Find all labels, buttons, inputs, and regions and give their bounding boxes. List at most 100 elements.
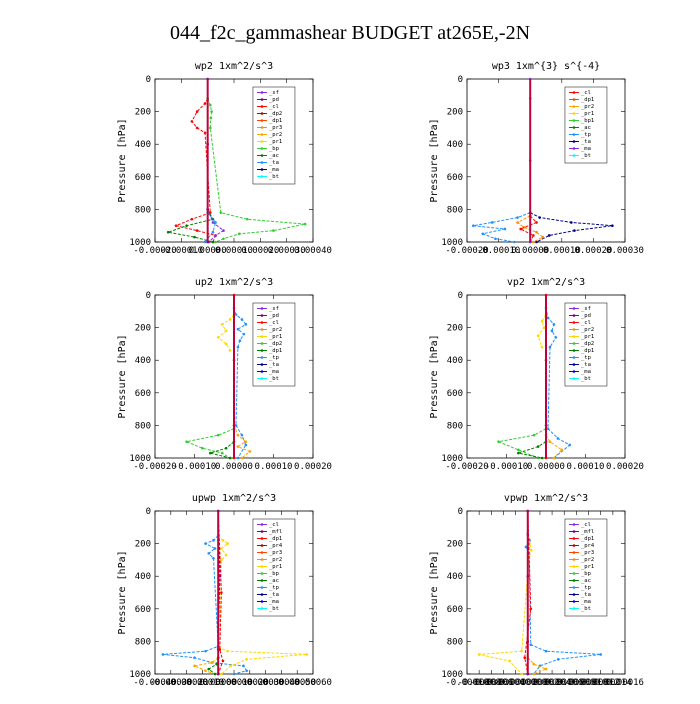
data-point [536, 334, 540, 338]
legend-label: _pr1 [581, 564, 594, 570]
legend-label: _pr4 [581, 543, 595, 549]
x-tick-label: -0.00020 [133, 246, 176, 256]
data-point [203, 102, 207, 105]
data-point [240, 433, 244, 437]
series-line [545, 434, 563, 459]
data-point [481, 232, 485, 236]
data-point [195, 229, 199, 232]
legend-label: _mfl [581, 529, 594, 535]
legend-marker [572, 328, 576, 331]
panel-title: vp2 1xm^2/s^3 [507, 277, 585, 288]
x-tick-label: -0.00010 [477, 246, 520, 256]
data-point [532, 240, 535, 244]
data-point [238, 339, 242, 342]
data-point [226, 542, 229, 545]
y-tick-label: 0 [458, 507, 463, 517]
data-point [245, 669, 248, 673]
x-tick-label: 0.00040 [294, 246, 332, 256]
legend-label: _dp1 [269, 536, 282, 542]
data-point [535, 240, 538, 244]
panel-title: upwp 1xm^2/s^3 [192, 493, 276, 504]
data-point [490, 221, 494, 224]
x-tick-label: 0.00016 [606, 678, 644, 688]
y-tick-label: 400 [135, 140, 151, 150]
data-point [214, 240, 217, 244]
legend-label: _dp2 [581, 341, 594, 347]
data-point [503, 227, 507, 231]
panel-5: vpwp 1xm^2/s^3 0 200 400 600 800 1000-0.00010-… [429, 493, 644, 688]
data-point [207, 667, 211, 671]
data-point [244, 440, 248, 444]
data-point [540, 456, 544, 460]
legend-label: _dp1 [269, 348, 282, 354]
data-point [234, 424, 238, 427]
data-point [237, 232, 241, 236]
legend-label: _ma [581, 369, 591, 375]
legend-marker [260, 349, 264, 352]
legend-marker [260, 342, 264, 345]
legend-label: _mfl [269, 529, 282, 535]
data-point [229, 664, 233, 668]
y-tick-label: 200 [135, 540, 151, 550]
data-point [520, 649, 523, 653]
panel-title: wp3 1xm^{3} s^{-4} [492, 61, 600, 72]
data-point [552, 456, 556, 460]
legend-label: _sf [581, 306, 591, 312]
legend-label: _bt [581, 606, 591, 612]
legend-marker [260, 551, 264, 554]
data-point [530, 548, 533, 552]
data-point [216, 336, 220, 339]
legend-label: _ac [269, 153, 279, 159]
data-point [538, 216, 541, 219]
legend-label: _dp2 [269, 111, 282, 117]
series-line [204, 212, 217, 243]
data-point [523, 656, 527, 659]
series-line [217, 510, 224, 675]
series-line [545, 307, 571, 459]
data-point [224, 329, 228, 333]
x-tick-label: -0.00008 [457, 678, 500, 688]
data-point [532, 662, 536, 666]
legend-marker [572, 565, 576, 568]
data-point [544, 649, 548, 653]
legend-marker [572, 572, 576, 575]
data-point [209, 126, 212, 130]
legend-label: _pr3 [581, 550, 594, 556]
data-point [222, 237, 225, 241]
data-point [554, 336, 558, 339]
legend-marker [260, 168, 264, 171]
data-point [234, 313, 238, 316]
legend-marker [260, 307, 264, 310]
y-axis-label: Pressure [hPa] [117, 550, 128, 634]
legend-label: _bp [269, 146, 279, 152]
legend-marker [572, 307, 576, 310]
data-point [536, 445, 540, 448]
data-point [573, 229, 576, 232]
data-point [272, 229, 275, 232]
legend-label: _tp [581, 585, 591, 591]
data-point [517, 448, 520, 452]
panel-title: vpwp 1xm^2/s^3 [504, 493, 588, 504]
data-point [524, 545, 528, 549]
x-tick-label: 0.00010 [215, 678, 253, 688]
legend-marker [572, 342, 576, 345]
legend-marker [260, 105, 264, 108]
x-tick-label: 0.00000 [509, 678, 547, 688]
y-tick-label: 600 [135, 389, 151, 399]
panel-1: wp3 1xm^{3} s^{-4}02004006008001000-0.00… [429, 61, 644, 256]
data-point [244, 443, 248, 447]
y-tick-label: 0 [458, 75, 463, 85]
x-tick-label: 0.00010 [570, 678, 608, 688]
data-point [560, 448, 564, 452]
data-point [599, 653, 602, 656]
data-point [546, 316, 550, 320]
panel-title: up2 1xm^2/s^3 [195, 277, 273, 288]
x-tick-label: 0.00008 [557, 678, 595, 688]
data-point [303, 222, 307, 226]
data-point [211, 240, 215, 244]
x-tick-label: -0.00004 [482, 678, 525, 688]
series-line [207, 98, 306, 243]
y-tick-label: 0 [146, 291, 151, 301]
data-point [212, 539, 215, 542]
data-point [193, 656, 196, 659]
